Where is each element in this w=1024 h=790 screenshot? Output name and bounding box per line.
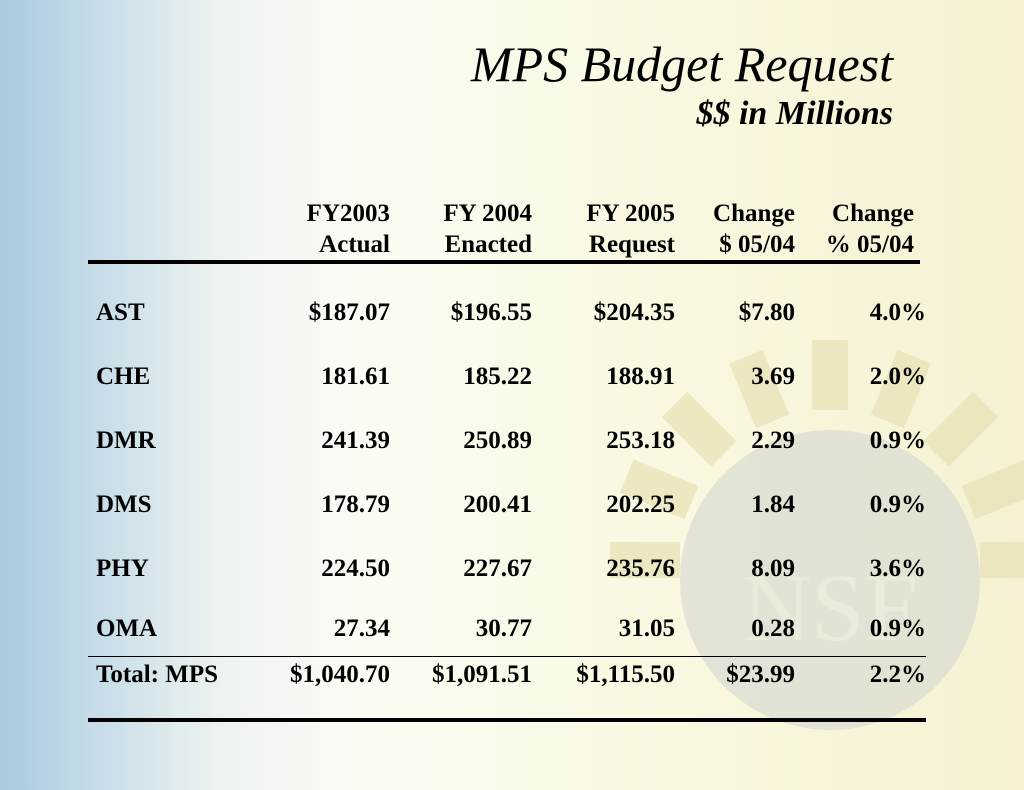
row-value: 3.69 xyxy=(751,363,795,390)
header-change-percent-line1: Change xyxy=(832,200,914,227)
table-row: OMA 27.34 30.77 31.05 0.28 0.9% xyxy=(88,614,926,646)
row-value: 227.67 xyxy=(463,555,532,582)
table-row: CHE 181.61 185.22 188.91 3.69 2.0% xyxy=(88,362,926,394)
row-label: CHE xyxy=(96,363,151,390)
row-value: 241.39 xyxy=(321,427,390,454)
nsf-watermark-logo: NSF xyxy=(610,340,1024,730)
row-value: 0.28 xyxy=(751,615,795,642)
header-change-dollar-line1: Change xyxy=(713,200,795,227)
row-value: 0.9% xyxy=(869,615,926,642)
row-value: 2.0% xyxy=(869,363,926,390)
bottom-rule xyxy=(88,718,926,722)
header-fy2004-line2: Enacted xyxy=(444,231,533,258)
row-value: 2.29 xyxy=(751,427,795,454)
header-change-percent-line2: % 05/04 xyxy=(825,231,914,258)
table-row: DMR 241.39 250.89 253.18 2.29 0.9% xyxy=(88,426,926,458)
header-fy2005: FY 2005 Request xyxy=(586,198,675,260)
row-value: 27.34 xyxy=(333,615,390,642)
page-subtitle: $$ in Millions xyxy=(696,95,893,132)
row-value: 202.25 xyxy=(606,491,675,518)
row-value: 224.50 xyxy=(321,555,390,582)
row-value: 200.41 xyxy=(463,491,532,518)
table-header-row: FY2003 Actual FY 2004 Enacted FY 2005 Re… xyxy=(88,198,926,262)
header-fy2005-line2: Request xyxy=(588,231,675,258)
row-label: DMS xyxy=(96,491,152,518)
total-rule xyxy=(88,656,926,657)
row-label: AST xyxy=(96,299,145,326)
total-value: $23.99 xyxy=(726,661,795,688)
header-fy2003-line1: FY2003 xyxy=(306,200,390,227)
header-fy2003-line2: Actual xyxy=(319,231,390,258)
row-value: 4.0% xyxy=(869,299,926,326)
header-fy2004-line1: FY 2004 xyxy=(443,200,532,227)
table-row: DMS 178.79 200.41 202.25 1.84 0.9% xyxy=(88,490,926,522)
total-value: 2.2% xyxy=(869,661,926,688)
row-value: 1.84 xyxy=(751,491,795,518)
row-label: DMR xyxy=(96,427,156,454)
total-row: Total: MPS $1,040.70 $1,091.51 $1,115.50… xyxy=(88,660,926,692)
row-value: $187.07 xyxy=(308,299,390,326)
row-value: 185.22 xyxy=(463,363,532,390)
row-value: 253.18 xyxy=(606,427,675,454)
table-row: PHY 224.50 227.67 235.76 8.09 3.6% xyxy=(88,554,926,586)
slide-title: MPS Budget Request $$ in Millions xyxy=(471,34,893,134)
row-value: 181.61 xyxy=(321,363,390,390)
row-value: $196.55 xyxy=(450,299,532,326)
header-fy2003: FY2003 Actual xyxy=(307,198,390,260)
row-value: 188.91 xyxy=(606,363,675,390)
row-value: 0.9% xyxy=(869,491,926,518)
row-value: 30.77 xyxy=(475,615,532,642)
header-change-dollar-line2: $ 05/04 xyxy=(719,231,795,258)
total-label: Total: MPS xyxy=(96,661,218,688)
header-fy2005-line1: FY 2005 xyxy=(586,200,675,227)
row-label: PHY xyxy=(96,555,149,582)
total-value: $1,040.70 xyxy=(290,661,390,688)
row-label: OMA xyxy=(96,615,158,642)
header-fy2004: FY 2004 Enacted xyxy=(443,198,532,260)
row-value: 3.6% xyxy=(869,555,926,582)
row-value: 0.9% xyxy=(869,427,926,454)
row-value: 235.76 xyxy=(606,555,675,582)
row-value: $204.35 xyxy=(593,299,675,326)
row-value: 31.05 xyxy=(618,615,675,642)
row-value: 8.09 xyxy=(751,555,795,582)
row-value: $7.80 xyxy=(738,299,795,326)
watermark-text: NSF xyxy=(742,554,918,661)
total-value: $1,091.51 xyxy=(432,661,532,688)
header-change-percent: Change % 05/04 xyxy=(826,198,914,260)
total-value: $1,115.50 xyxy=(576,661,675,688)
row-value: 178.79 xyxy=(321,491,390,518)
header-change-dollar: Change $ 05/04 xyxy=(713,198,795,260)
header-rule xyxy=(88,260,920,264)
table-row: AST $187.07 $196.55 $204.35 $7.80 4.0% xyxy=(88,298,926,330)
page-title: MPS Budget Request xyxy=(470,36,893,92)
row-value: 250.89 xyxy=(463,427,532,454)
